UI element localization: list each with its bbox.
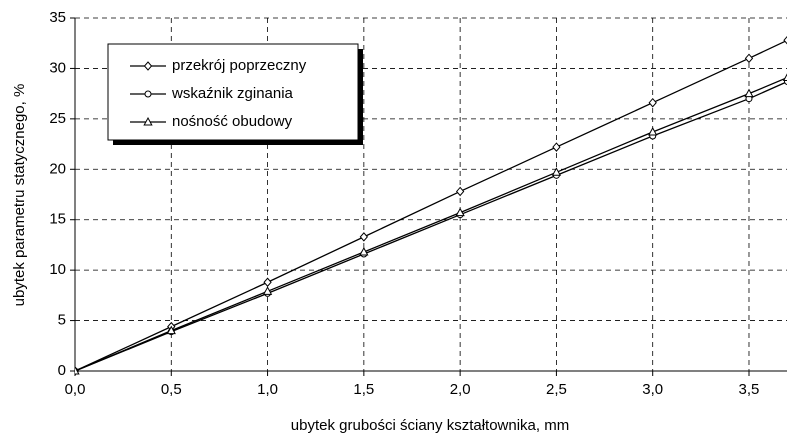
marker	[552, 142, 561, 152]
legend-label: wskaźnik zginania	[171, 85, 294, 102]
marker	[782, 73, 787, 82]
marker	[744, 88, 754, 98]
plot-area	[75, 36, 787, 376]
legend-label: przekrój poprzeczny	[172, 57, 307, 74]
x-tick-label: 1,0	[257, 381, 278, 398]
y-tick-label: 15	[49, 211, 66, 228]
marker	[744, 53, 754, 64]
marker	[783, 36, 787, 45]
marker	[144, 90, 152, 98]
y-tick-label: 25	[49, 110, 66, 127]
marker	[648, 126, 658, 136]
marker	[143, 116, 153, 126]
marker	[455, 186, 465, 197]
x-tick-label: 1,5	[353, 381, 374, 398]
x-tick-label: 2,5	[546, 381, 567, 398]
marker	[455, 207, 465, 217]
x-tick-label: 0,5	[161, 381, 182, 398]
marker	[143, 61, 153, 71]
marker	[551, 167, 562, 176]
marker	[648, 97, 657, 108]
y-tick-label: 5	[58, 312, 66, 329]
marker	[166, 325, 176, 335]
x-tick-label: 0,0	[65, 381, 86, 398]
marker	[262, 286, 273, 295]
x-tick-label: 2,0	[450, 381, 471, 398]
legend-label: nośność obudowy	[172, 113, 293, 130]
y-axis-label: ubytek parametru statycznego, %	[11, 84, 28, 307]
marker	[75, 365, 80, 375]
marker	[263, 277, 272, 288]
y-tick-label: 30	[49, 59, 66, 76]
y-tick-label: 35	[49, 9, 66, 26]
marker	[359, 246, 369, 256]
x-tick-label: 3,0	[642, 381, 663, 398]
y-tick-label: 0	[58, 362, 66, 379]
y-tick-label: 10	[49, 261, 66, 278]
x-axis-label: ubytek grubości ściany kształtownika, mm	[291, 417, 569, 434]
marker	[359, 232, 369, 242]
x-tick-label: 3,5	[739, 381, 760, 398]
y-tick-label: 20	[49, 160, 66, 177]
